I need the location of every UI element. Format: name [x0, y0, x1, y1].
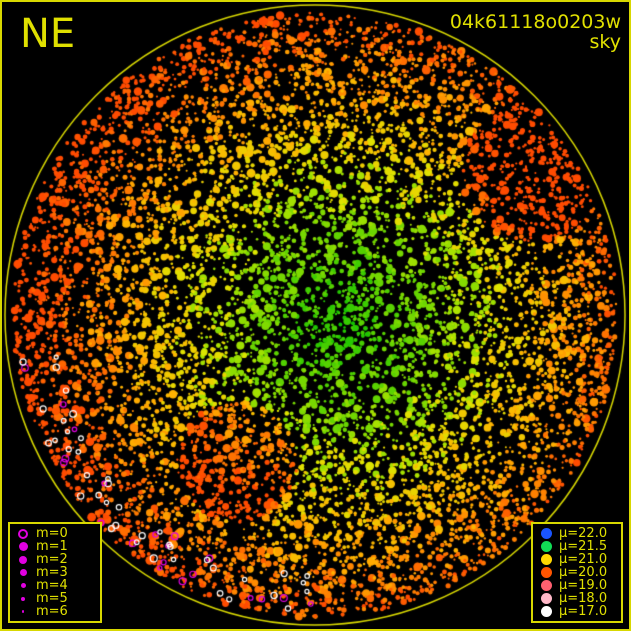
magnitude-legend-item: m=2	[16, 553, 94, 566]
magnitude-label: m=4	[36, 578, 68, 593]
brightness-label: μ=21.5	[559, 539, 608, 554]
brightness-swatch-icon	[539, 554, 553, 565]
magnitude-legend-item: m=5	[16, 592, 94, 605]
brightness-legend-item: μ=22.0	[539, 527, 615, 540]
brightness-swatch-icon	[539, 541, 553, 552]
brightness-label: μ=19.0	[559, 578, 608, 593]
magnitude-label: m=0	[36, 526, 68, 541]
brightness-legend-item: μ=21.5	[539, 540, 615, 553]
magnitude-legend-item: m=6	[16, 605, 94, 618]
brightness-label: μ=18.0	[559, 591, 608, 606]
brightness-legend-item: μ=19.0	[539, 579, 615, 592]
brightness-label: μ=22.0	[559, 526, 608, 541]
magnitude-symbol-icon	[16, 555, 30, 564]
magnitude-symbol-icon	[16, 596, 30, 601]
magnitude-symbol-icon	[16, 528, 30, 539]
magnitude-symbol-icon	[16, 610, 30, 613]
direction-label: NE	[20, 11, 76, 57]
frame-id: 04k61118o0203w	[449, 11, 621, 33]
brightness-label: μ=20.0	[559, 565, 608, 580]
brightness-swatch-icon	[539, 606, 553, 617]
magnitude-legend-item: m=1	[16, 540, 94, 553]
magnitude-label: m=6	[36, 604, 68, 619]
magnitude-symbol-icon	[16, 569, 30, 576]
magnitude-symbol-icon	[16, 542, 30, 551]
frame-title: 04k61118o0203w sky	[450, 12, 621, 52]
magnitude-label: m=1	[36, 539, 68, 554]
brightness-swatch-icon	[539, 580, 553, 591]
brightness-label: μ=21.0	[559, 552, 608, 567]
brightness-label: μ=17.0	[559, 604, 608, 619]
brightness-legend-item: μ=20.0	[539, 566, 615, 579]
brightness-swatch-icon	[539, 593, 553, 604]
magnitude-legend-item: m=3	[16, 566, 94, 579]
brightness-legend-item: μ=18.0	[539, 592, 615, 605]
brightness-legend-item: μ=21.0	[539, 553, 615, 566]
magnitude-legend-item: m=0	[16, 527, 94, 540]
magnitude-symbol-icon	[16, 583, 30, 588]
magnitude-label: m=2	[36, 552, 68, 567]
magnitude-legend: m=0 m=1 m=2 m=3 m=4 m=5 m=6	[8, 522, 102, 623]
brightness-swatch-icon	[539, 528, 553, 539]
magnitude-label: m=3	[36, 565, 68, 580]
magnitude-legend-item: m=4	[16, 579, 94, 592]
brightness-swatch-icon	[539, 567, 553, 578]
brightness-legend: μ=22.0 μ=21.5 μ=21.0 μ=20.0 μ=19.0 μ=18.0 μ=17…	[531, 522, 623, 623]
brightness-legend-item: μ=17.0	[539, 605, 615, 618]
plot-mode: sky	[589, 31, 621, 53]
magnitude-label: m=5	[36, 591, 68, 606]
